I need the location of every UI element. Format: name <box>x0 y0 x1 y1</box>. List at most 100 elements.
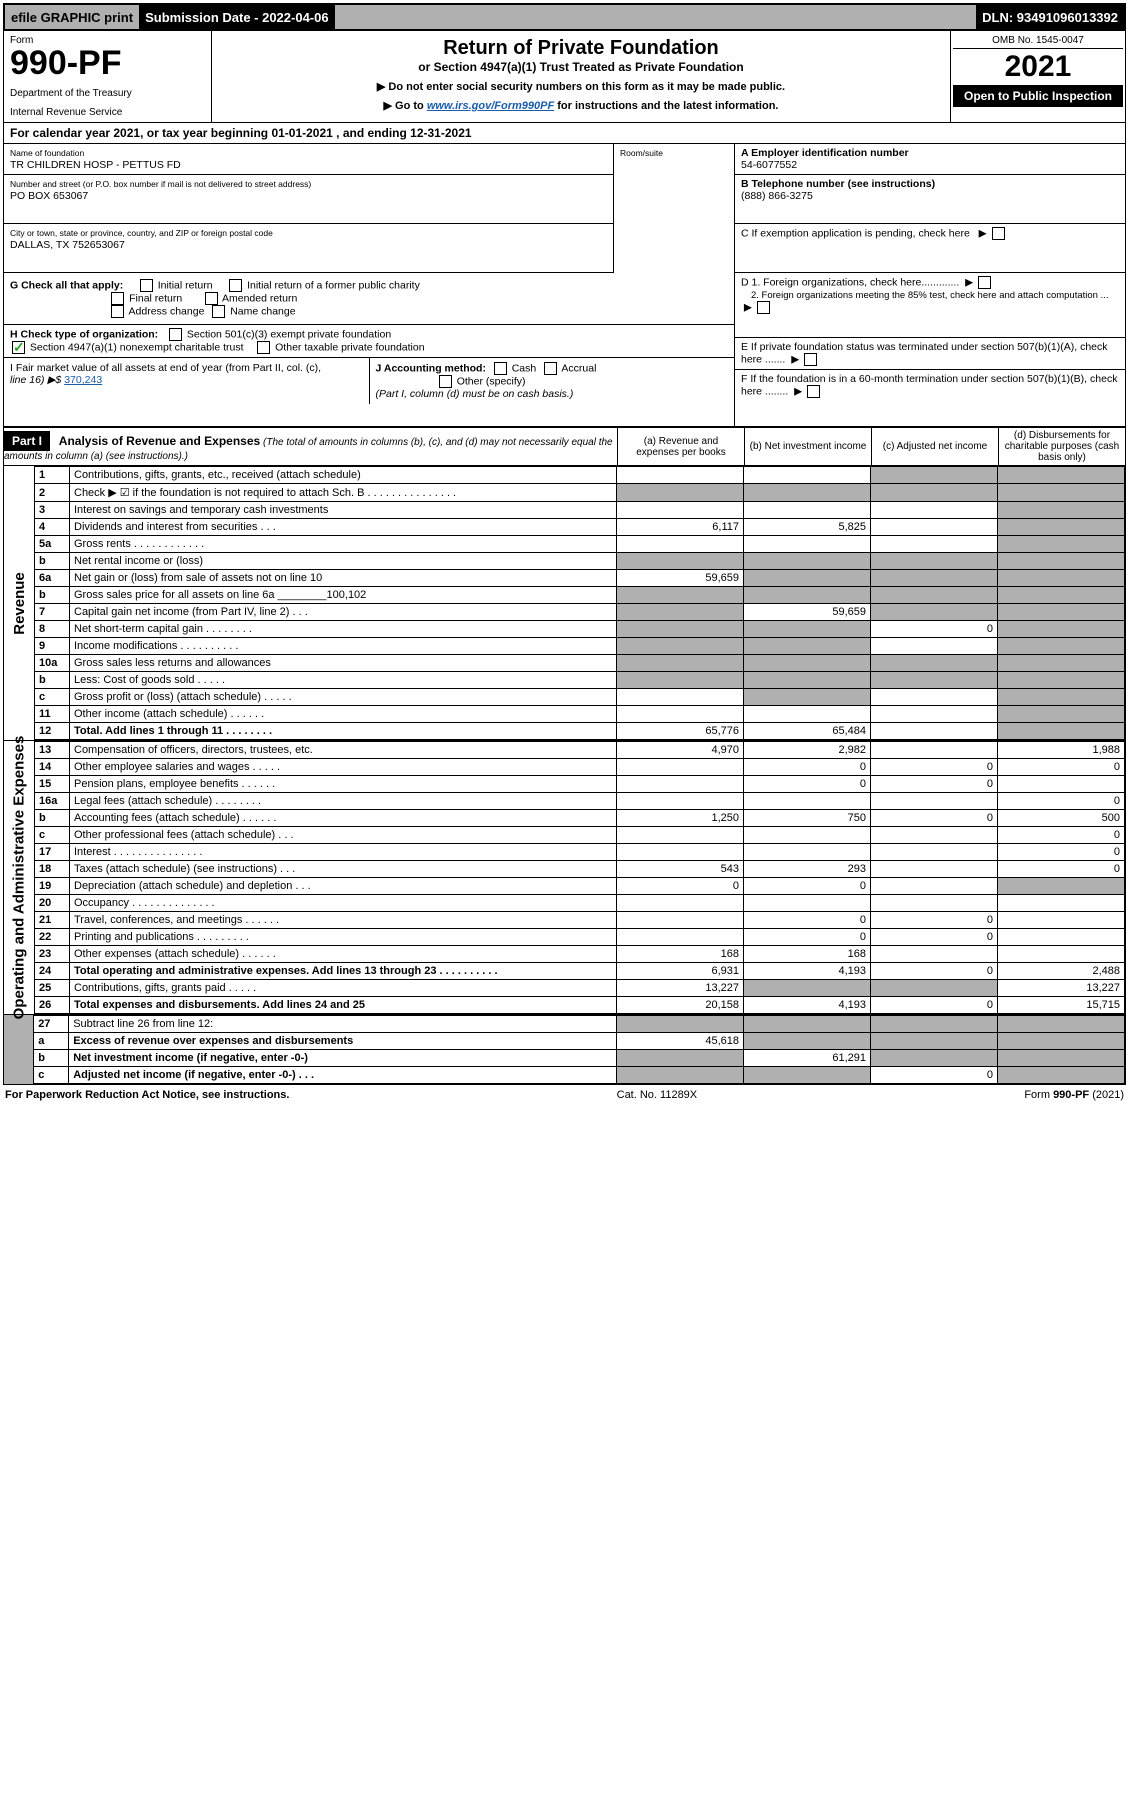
bottom-table: 27Subtract line 26 from line 12:aExcess … <box>34 1015 1125 1084</box>
table-row: 5aGross rents . . . . . . . . . . . . <box>35 536 1125 553</box>
dln: DLN: 93491096013392 <box>976 5 1124 29</box>
table-row: bLess: Cost of goods sold . . . . . <box>35 672 1125 689</box>
revenue-table: 1Contributions, gifts, grants, etc., rec… <box>35 466 1125 740</box>
city-cell: City or town, state or province, country… <box>4 224 613 273</box>
top-bar: efile GRAPHIC print Submission Date - 20… <box>3 3 1126 31</box>
checkbox-initial[interactable] <box>140 279 153 292</box>
b-cell: B Telephone number (see instructions) (8… <box>735 175 1125 224</box>
checkbox-d2[interactable] <box>757 301 770 314</box>
checkbox-other-tax[interactable] <box>257 341 270 354</box>
tax-year: 2021 <box>953 49 1123 85</box>
table-row: cAdjusted net income (if negative, enter… <box>34 1067 1124 1084</box>
g-cell: G Check all that apply: Initial return I… <box>4 273 734 325</box>
col-d: (d) Disbursements for charitable purpose… <box>999 428 1126 466</box>
omb-number: OMB No. 1545-0047 <box>953 33 1123 49</box>
checkbox-cash[interactable] <box>494 362 507 375</box>
checkbox-final[interactable] <box>111 292 124 305</box>
irs-link[interactable]: www.irs.gov/Form990PF <box>427 100 554 112</box>
f-cell: F If the foundation is in a 60-month ter… <box>735 370 1125 426</box>
table-row: 1Contributions, gifts, grants, etc., rec… <box>35 467 1125 484</box>
checkbox-c[interactable] <box>992 227 1005 240</box>
table-row: 23Other expenses (attach schedule) . . .… <box>35 946 1125 963</box>
header-right: OMB No. 1545-0047 2021 Open to Public In… <box>950 31 1125 122</box>
c-cell: C If exemption application is pending, c… <box>735 224 1125 273</box>
table-row: aExcess of revenue over expenses and dis… <box>34 1033 1124 1050</box>
col-b: (b) Net investment income <box>745 428 872 466</box>
checkbox-accrual[interactable] <box>544 362 557 375</box>
table-row: 15Pension plans, employee benefits . . .… <box>35 776 1125 793</box>
table-row: bNet rental income or (loss) <box>35 553 1125 570</box>
table-row: 4Dividends and interest from securities … <box>35 519 1125 536</box>
table-row: cGross profit or (loss) (attach schedule… <box>35 689 1125 706</box>
e-cell: E If private foundation status was termi… <box>735 338 1125 370</box>
table-row: 6aNet gain or (loss) from sale of assets… <box>35 570 1125 587</box>
revenue-section: Revenue 1Contributions, gifts, grants, e… <box>3 466 1126 741</box>
instruction-2: ▶ Go to www.irs.gov/Form990PF for instru… <box>222 99 940 112</box>
col-c: (c) Adjusted net income <box>872 428 999 466</box>
table-row: 16aLegal fees (attach schedule) . . . . … <box>35 793 1125 810</box>
header-left: Form 990-PF Department of the Treasury I… <box>4 31 212 122</box>
table-row: 27Subtract line 26 from line 12: <box>34 1016 1124 1033</box>
calendar-year: For calendar year 2021, or tax year begi… <box>3 123 1126 144</box>
table-row: 2Check ▶ ☑ if the foundation is not requ… <box>35 484 1125 502</box>
checkbox-address[interactable] <box>111 305 124 318</box>
table-row: 17Interest . . . . . . . . . . . . . . .… <box>35 844 1125 861</box>
checkbox-other[interactable] <box>439 375 452 388</box>
room-cell-b <box>614 218 734 266</box>
header-center: Return of Private Foundation or Section … <box>212 31 950 122</box>
name-cell: Name of foundation TR CHILDREN HOSP - PE… <box>4 144 613 175</box>
spacer <box>335 5 977 29</box>
checkbox-4947[interactable] <box>12 341 25 354</box>
form-number: 990-PF <box>10 46 205 80</box>
checkbox-501c3[interactable] <box>169 328 182 341</box>
addr-cell: Number and street (or P.O. box number if… <box>4 175 613 224</box>
table-row: 12Total. Add lines 1 through 11 . . . . … <box>35 723 1125 740</box>
table-row: 14Other employee salaries and wages . . … <box>35 759 1125 776</box>
table-row: bGross sales price for all assets on lin… <box>35 587 1125 604</box>
table-row: bAccounting fees (attach schedule) . . .… <box>35 810 1125 827</box>
checkbox-e[interactable] <box>804 353 817 366</box>
table-row: 8Net short-term capital gain . . . . . .… <box>35 621 1125 638</box>
dept-line2: Internal Revenue Service <box>10 107 205 118</box>
table-row: 21Travel, conferences, and meetings . . … <box>35 912 1125 929</box>
table-row: 18Taxes (attach schedule) (see instructi… <box>35 861 1125 878</box>
h-cell: H Check type of organization: Section 50… <box>4 325 734 358</box>
table-row: 9Income modifications . . . . . . . . . … <box>35 638 1125 655</box>
expense-label-col: Operating and Administrative Expenses <box>4 741 35 1014</box>
a-cell: A Employer identification number 54-6077… <box>735 144 1125 175</box>
expense-section: Operating and Administrative Expenses 13… <box>3 741 1126 1015</box>
info-right: A Employer identification number 54-6077… <box>735 144 1125 426</box>
table-row: bNet investment income (if negative, ent… <box>34 1050 1124 1067</box>
room-cell: Room/suite <box>614 144 734 218</box>
table-row: 10aGross sales less returns and allowanc… <box>35 655 1125 672</box>
efile-label: efile GRAPHIC print <box>5 5 139 29</box>
checkbox-initial-former[interactable] <box>229 279 242 292</box>
table-row: cOther professional fees (attach schedul… <box>35 827 1125 844</box>
bottom-grey-col <box>4 1015 34 1084</box>
table-row: 7Capital gain net income (from Part IV, … <box>35 604 1125 621</box>
part-label: Part I <box>4 431 50 451</box>
info-left: Name of foundation TR CHILDREN HOSP - PE… <box>4 144 735 426</box>
revenue-label-col: Revenue <box>4 466 35 740</box>
open-public: Open to Public Inspection <box>953 85 1123 107</box>
checkbox-d1[interactable] <box>978 276 991 289</box>
footer-right: Form 990-PF (2021) <box>1024 1089 1124 1101</box>
instruction-1: ▶ Do not enter social security numbers o… <box>222 80 940 93</box>
part1-header-table: Part I Analysis of Revenue and Expenses … <box>3 427 1126 466</box>
checkbox-f[interactable] <box>807 385 820 398</box>
table-row: 11Other income (attach schedule) . . . .… <box>35 706 1125 723</box>
checkbox-amended[interactable] <box>205 292 218 305</box>
form-page: efile GRAPHIC print Submission Date - 20… <box>3 3 1126 1105</box>
expense-table: 13Compensation of officers, directors, t… <box>35 741 1125 1014</box>
table-row: 3Interest on savings and temporary cash … <box>35 502 1125 519</box>
ij-cell: I Fair market value of all assets at end… <box>4 358 734 404</box>
table-row: 25Contributions, gifts, grants paid . . … <box>35 980 1125 997</box>
table-row: 13Compensation of officers, directors, t… <box>35 742 1125 759</box>
submission-date: Submission Date - 2022-04-06 <box>139 5 335 29</box>
footer: For Paperwork Reduction Act Notice, see … <box>3 1085 1126 1105</box>
table-row: 22Printing and publications . . . . . . … <box>35 929 1125 946</box>
footer-left: For Paperwork Reduction Act Notice, see … <box>5 1089 289 1101</box>
table-row: 26Total expenses and disbursements. Add … <box>35 997 1125 1014</box>
checkbox-name[interactable] <box>212 305 225 318</box>
d-cell: D 1. Foreign organizations, check here..… <box>735 273 1125 338</box>
